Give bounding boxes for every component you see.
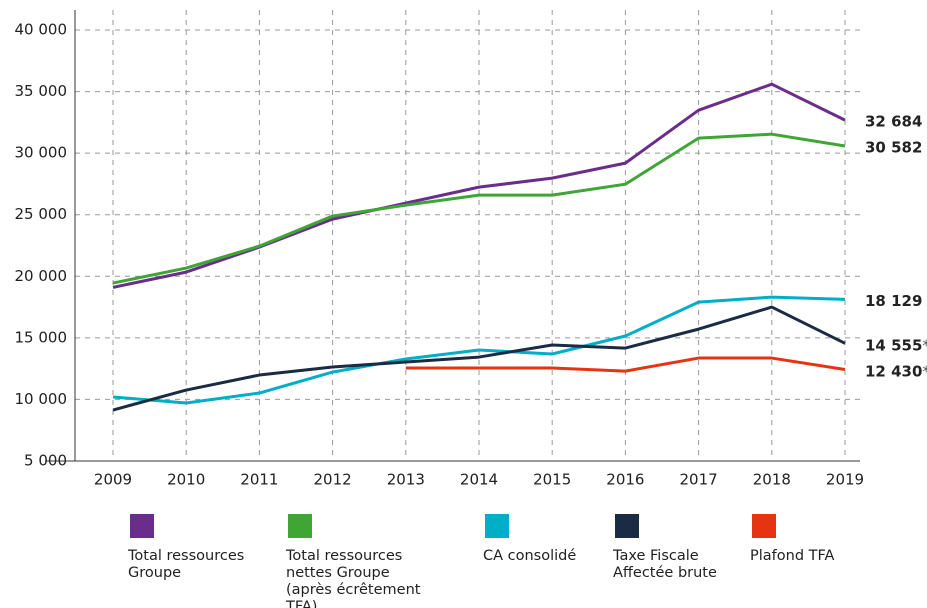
legend-swatch [615, 514, 639, 538]
legend-swatch [752, 514, 776, 538]
x-tick-label: 2010 [167, 471, 205, 489]
x-tick-label: 2016 [606, 471, 644, 489]
x-tick-label: 2015 [533, 471, 571, 489]
y-tick-label: 25 000 [15, 205, 68, 223]
x-tick-label: 2017 [680, 471, 718, 489]
legend-label: Total ressources nettes Groupe (après éc… [286, 548, 421, 608]
x-tick-label: 2019 [826, 471, 864, 489]
x-tick-label: 2009 [94, 471, 132, 489]
x-tick-label: 2014 [460, 471, 498, 489]
value-label: 18 129 [865, 292, 922, 310]
legend-label: Plafond TFA [750, 548, 835, 564]
legend-swatch [485, 514, 509, 538]
legend-item: Taxe Fiscale Affectée brute [613, 514, 738, 582]
legend-item: Total ressources nettes Groupe (après éc… [286, 514, 456, 608]
legend-item: CA consolidé [483, 514, 603, 565]
value-label: 14 555* [865, 336, 927, 354]
x-tick-label: 2018 [753, 471, 791, 489]
line-series [112, 295, 846, 405]
legend-label: Total ressources Groupe [128, 548, 245, 581]
line-series [112, 82, 846, 289]
legend-swatch [288, 514, 312, 538]
legend-label: CA consolidé [483, 548, 577, 564]
x-tick-label: 2012 [314, 471, 352, 489]
y-tick-label: 35 000 [15, 82, 68, 100]
line-series [112, 132, 846, 285]
y-tick-label: 10 000 [15, 390, 68, 408]
y-tick-label: 40 000 [15, 21, 68, 39]
line-series [112, 305, 846, 412]
value-label: 32 684 [865, 113, 922, 131]
x-tick-label: 2013 [387, 471, 425, 489]
legend-swatch [130, 514, 154, 538]
legend-item: Plafond TFA [750, 514, 870, 565]
value-label: 12 430* [865, 362, 927, 380]
y-tick-label: 15 000 [15, 328, 68, 346]
y-tick-label: 30 000 [15, 144, 68, 162]
legend-label: Taxe Fiscale Affectée brute [613, 548, 717, 581]
y-tick-label: 20 000 [15, 267, 68, 285]
value-label: 30 582 [865, 138, 922, 156]
x-tick-label: 2011 [240, 471, 278, 489]
line-series [405, 356, 846, 373]
legend-item: Total ressources Groupe [128, 514, 268, 582]
